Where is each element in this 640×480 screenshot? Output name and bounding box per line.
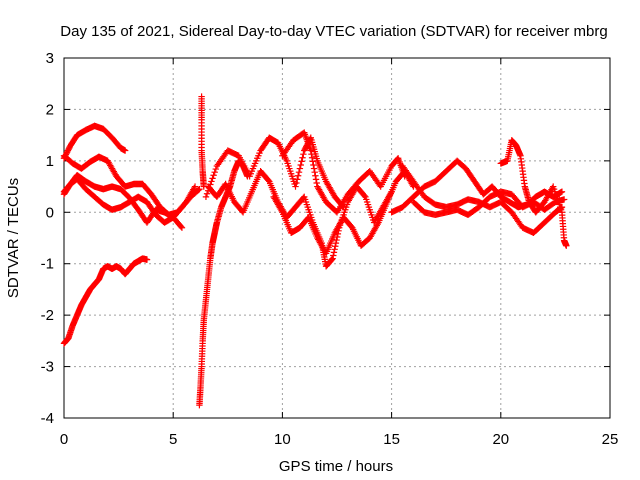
data-point [312,172,319,179]
data-point [299,154,306,161]
data-point [308,154,316,161]
data-point [191,183,199,190]
data-point [328,256,336,263]
data-point [295,168,303,176]
x-tick-label: 0 [60,431,68,448]
y-tick-label: 3 [46,50,54,67]
data-point [560,196,568,203]
data-point [308,150,315,158]
series-track-d [60,172,186,231]
data-point [294,176,301,183]
series-right-d [410,188,568,219]
data-point [143,256,151,263]
data-point [361,192,368,200]
chart-title: Day 135 of 2021, Sidereal Day-to-day VTE… [60,23,607,40]
data-point [332,243,339,250]
data-point [309,158,316,165]
data-point [202,193,210,201]
data-point [121,147,129,154]
data-point [313,179,320,187]
series-dip-six [196,157,251,409]
plot-frame [63,57,611,419]
series-right-b [399,162,566,237]
x-tick-label: 25 [602,431,619,448]
data-point [310,161,317,169]
data-point [307,147,314,154]
data-point [293,179,300,187]
series-track-a [60,122,129,162]
data-point [330,252,337,259]
data-point [294,172,302,179]
data-point [212,165,219,173]
data-point [311,168,318,176]
data-point [195,186,202,194]
data-points [60,93,570,409]
y-tick-label: 1 [46,153,54,170]
y-tick-label: 2 [46,101,54,118]
y-axis-label: SDTVAR / TECUs [5,178,22,298]
data-point [330,249,338,256]
data-point [211,168,218,176]
data-point [178,224,186,231]
data-point [203,190,211,197]
data-point [177,223,185,230]
x-tick-label: 5 [169,431,177,448]
series-rise-left [60,255,151,347]
y-tick-label: 0 [46,204,54,221]
series-mid-c [270,167,417,257]
y-tick-label: -4 [41,410,54,427]
y-tick-label: -1 [41,256,54,273]
data-point [209,175,216,182]
data-point [333,236,340,244]
data-point [298,158,305,165]
axis-ticks: 0 5 10 15 20 25 -4 -3 -2 -1 0 1 2 3 [41,50,619,448]
data-point [563,242,570,249]
x-tick-label: 15 [383,431,400,448]
data-point [210,172,217,179]
data-point [196,185,203,193]
data-point [332,239,340,247]
data-point [329,255,336,262]
data-point [331,246,338,253]
x-tick-label: 10 [274,431,291,448]
x-tick-label: 20 [492,431,509,448]
data-point [296,165,304,172]
data-point [312,176,320,183]
x-axis-label: GPS time / hours [279,458,393,475]
data-point [292,183,299,190]
data-point [310,165,318,172]
data-point [401,173,408,180]
y-tick-label: -3 [41,359,54,376]
data-point [297,161,304,169]
data-point [558,188,566,195]
series-mid-d [279,129,408,216]
data-point [300,150,307,158]
series-spike-six [198,93,207,190]
data-point [208,178,215,185]
y-tick-label: -2 [41,307,54,324]
